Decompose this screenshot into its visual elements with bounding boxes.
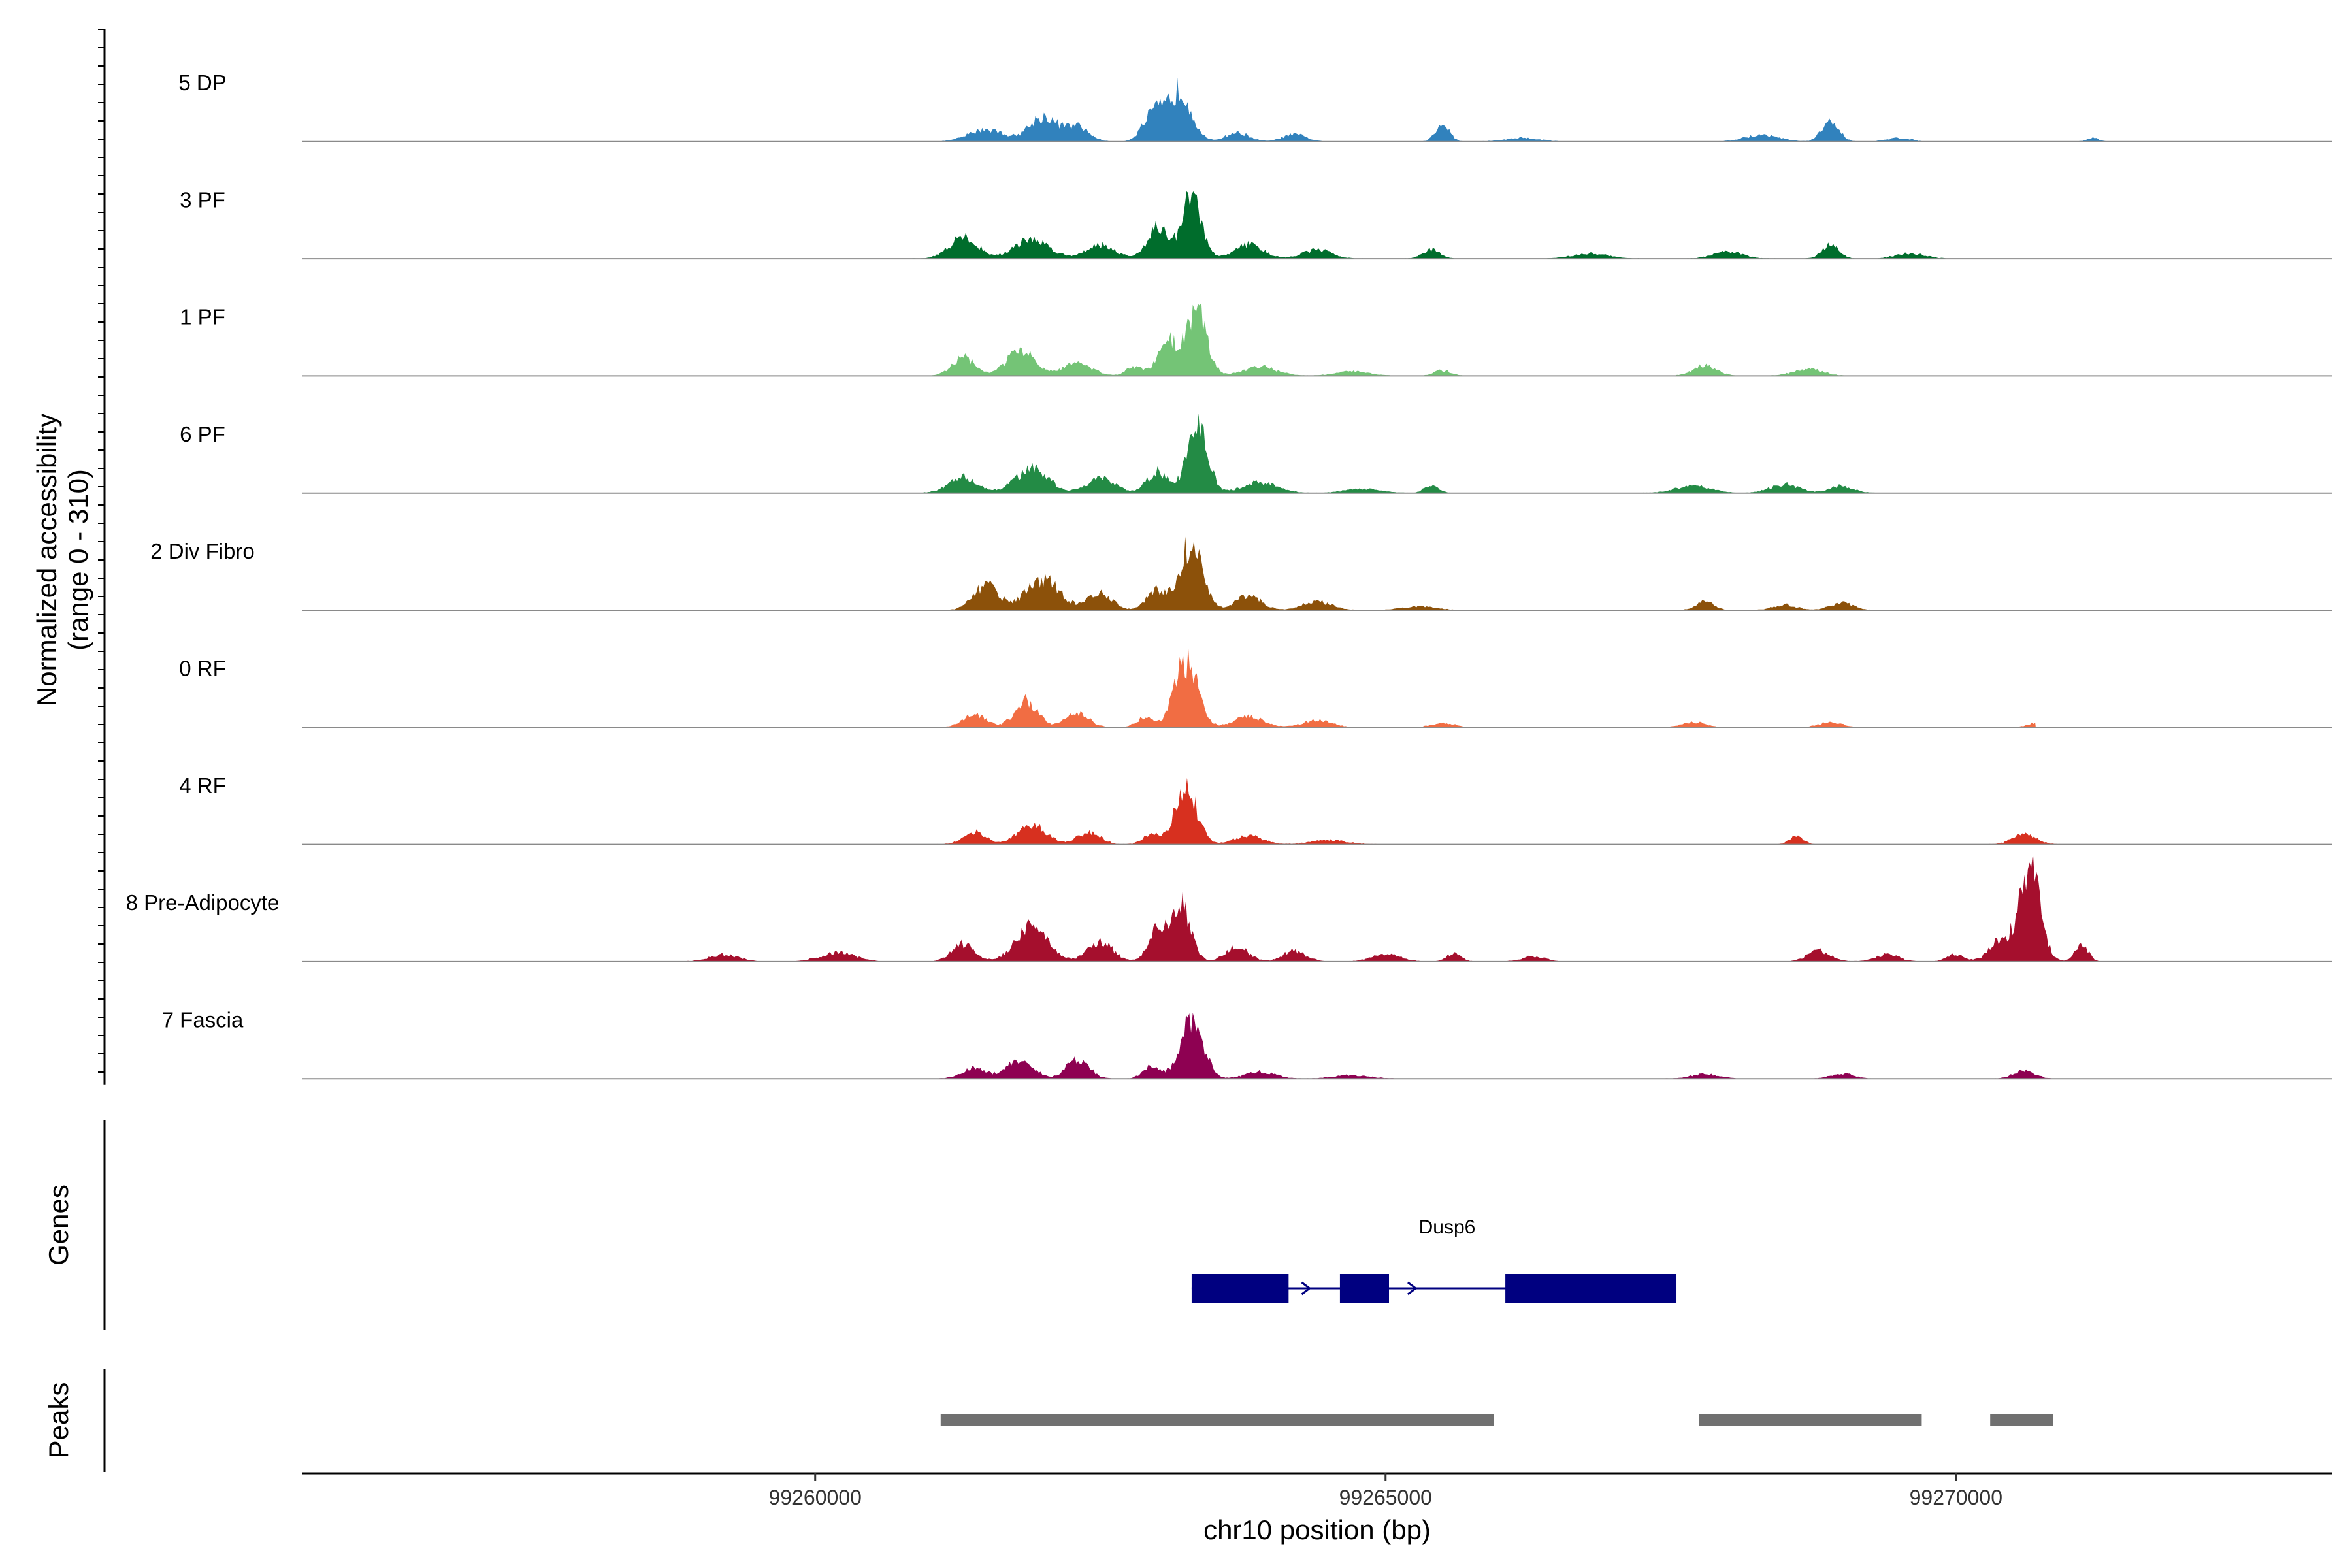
peak-region [940, 1414, 1494, 1426]
track-label: 4 RF [179, 774, 226, 798]
coverage-area [359, 536, 2219, 610]
coverage-area [644, 413, 2219, 493]
peak-region [1699, 1414, 1922, 1426]
track-label: 3 PF [180, 188, 225, 212]
y-axis-title-line-1: Normalized accessibility [31, 414, 62, 706]
coverage-y-axis [98, 29, 106, 1085]
track-label: 0 RF [179, 657, 226, 681]
y-axis-title: Normalized accessibility (range 0 - 310) [31, 414, 93, 706]
coverage-area [769, 777, 2082, 845]
coverage-track: 4 RF [179, 774, 2332, 845]
x-tick-label: 99270000 [1910, 1486, 2002, 1509]
strand-arrow [1407, 1281, 1418, 1296]
genes-panel: Genes Dusp6 [43, 1120, 1677, 1330]
coverage-track: 7 Fascia [162, 1007, 2332, 1080]
coverage-area [472, 645, 2036, 728]
coverage-track: 6 PF [180, 413, 2332, 494]
y-axis-title-line-2: (range 0 - 310) [63, 469, 93, 651]
gene-exon [1339, 1274, 1390, 1303]
x-tick-label: 99265000 [1339, 1486, 1432, 1509]
coverage-area [781, 191, 2207, 259]
gene-exon [1191, 1274, 1289, 1303]
track-label: 7 Fascia [162, 1007, 244, 1032]
coverage-track: 0 RF [179, 645, 2332, 728]
genes-track-label: Genes [43, 1184, 74, 1266]
gene-models: Dusp6 [1191, 1217, 1677, 1303]
peak-region [1990, 1414, 2053, 1426]
x-ticks: 99260000 99265000 99270000 [769, 1473, 2002, 1509]
coverage-track: 2 Div Fibro [150, 536, 2332, 611]
gene-name-label: Dusp6 [1419, 1217, 1476, 1238]
track-label: 2 Div Fibro [150, 539, 255, 563]
track-label: 8 Pre-Adipocyte [126, 890, 280, 915]
coverage-area [587, 852, 2219, 962]
gene-exon [1505, 1274, 1677, 1303]
coverage-track: 8 Pre-Adipocyte [126, 852, 2332, 962]
coverage-track: 3 PF [180, 188, 2332, 260]
gene-model: Dusp6 [1191, 1217, 1677, 1303]
peaks-track-label: Peaks [43, 1382, 74, 1459]
coverage-track: 1 PF [180, 302, 2332, 377]
strand-arrow [1301, 1281, 1312, 1296]
strand-arrow [1192, 1281, 1203, 1296]
coverage-area [792, 77, 2219, 142]
track-label: 5 DP [178, 71, 226, 95]
track-label: 1 PF [180, 305, 225, 329]
coverage-area [416, 1013, 2162, 1079]
peaks-panel: Peaks [43, 1369, 2053, 1472]
coverage-area [792, 302, 2219, 376]
x-axis-title: chr10 position (bp) [1203, 1514, 1431, 1545]
x-tick-label: 99260000 [769, 1486, 862, 1509]
x-axis: 99260000 99265000 99270000 chr10 position … [302, 1472, 2332, 1545]
coverage-track: 5 DP [178, 71, 2332, 142]
peak-regions [940, 1414, 2053, 1426]
coverage-tracks: 5 DP 3 PF 1 PF 6 PF 2 Div Fibro 0 RF 4 RF 8 Pre… [126, 71, 2332, 1080]
track-label: 6 PF [180, 422, 225, 446]
